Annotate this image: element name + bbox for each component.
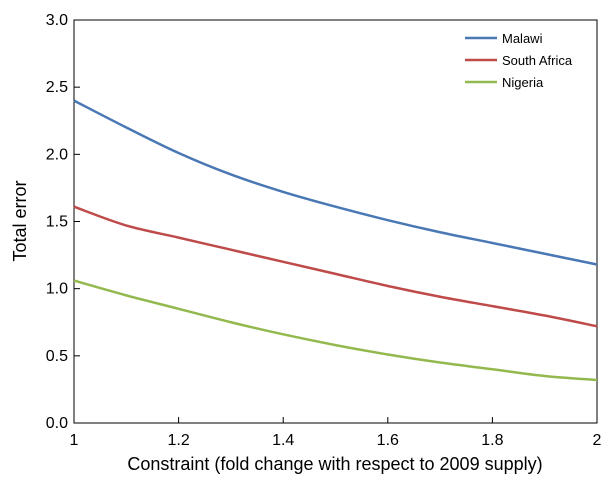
legend: Malawi South Africa Nigeria: [465, 31, 573, 90]
legend-label: Malawi: [502, 31, 543, 46]
y-tick-label: 1.5: [46, 214, 68, 231]
y-tick-label: 3.0: [46, 12, 68, 29]
series-lines: [73, 99, 598, 382]
y-axis-label: Total error: [10, 180, 30, 261]
y-tick-label: 0.5: [46, 348, 68, 365]
x-tick-label: 2: [593, 432, 602, 449]
x-tick-label: 1.4: [272, 432, 294, 449]
x-tick-label: 1.6: [377, 432, 399, 449]
legend-label: Nigeria: [502, 75, 544, 90]
y-tick-label: 1.0: [46, 281, 68, 298]
y-tick-label: 2.5: [46, 79, 68, 96]
ticks: 1 1.2 1.4 1.6 1.8 2 0.0 0.5 1.0 1.5 2.0 2.5 3.0: [46, 12, 602, 449]
series-line-nigeria: [73, 279, 598, 382]
y-tick-label: 0.0: [46, 415, 68, 432]
series-line-malawi: [73, 99, 598, 266]
x-axis-label: Constraint (fold change with respect to …: [127, 454, 542, 474]
x-tick-label: 1.8: [481, 432, 503, 449]
legend-label: South Africa: [502, 53, 573, 68]
x-tick-label: 1.2: [167, 432, 189, 449]
x-tick-label: 1: [70, 432, 79, 449]
y-tick-label: 2.0: [46, 146, 68, 163]
series-line-south-africa: [73, 205, 598, 328]
